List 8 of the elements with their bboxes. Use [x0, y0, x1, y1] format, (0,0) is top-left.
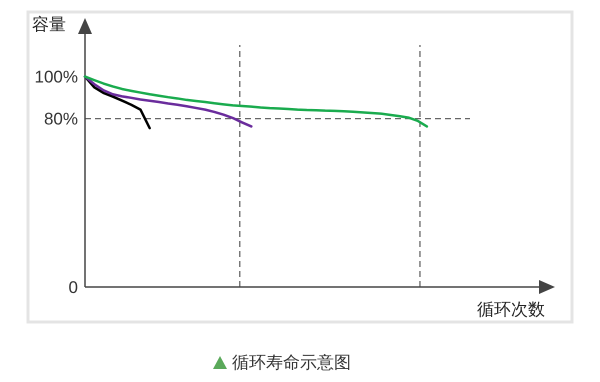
y-tick-label: 0 — [68, 278, 78, 297]
x-axis-title: 循环次数 — [477, 300, 545, 319]
y-axis-title: 容量 — [32, 15, 66, 34]
line-series — [84, 75, 428, 128]
line-series — [84, 75, 253, 128]
y-tick-label: 80% — [44, 110, 78, 129]
y-tick-label: 100% — [34, 68, 78, 87]
text: 循环寿命示意图 — [232, 353, 351, 372]
